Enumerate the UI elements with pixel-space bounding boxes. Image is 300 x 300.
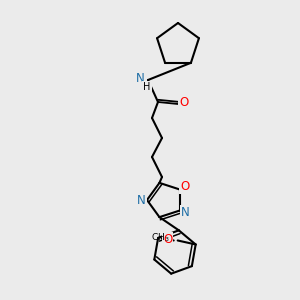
Text: O: O xyxy=(163,233,172,246)
Text: CH$_3$: CH$_3$ xyxy=(152,231,170,244)
Text: O: O xyxy=(179,95,189,109)
Text: N: N xyxy=(136,71,144,85)
Text: H: H xyxy=(143,82,151,92)
Text: N: N xyxy=(136,194,146,208)
Text: N: N xyxy=(181,206,190,219)
Text: O: O xyxy=(180,180,189,193)
